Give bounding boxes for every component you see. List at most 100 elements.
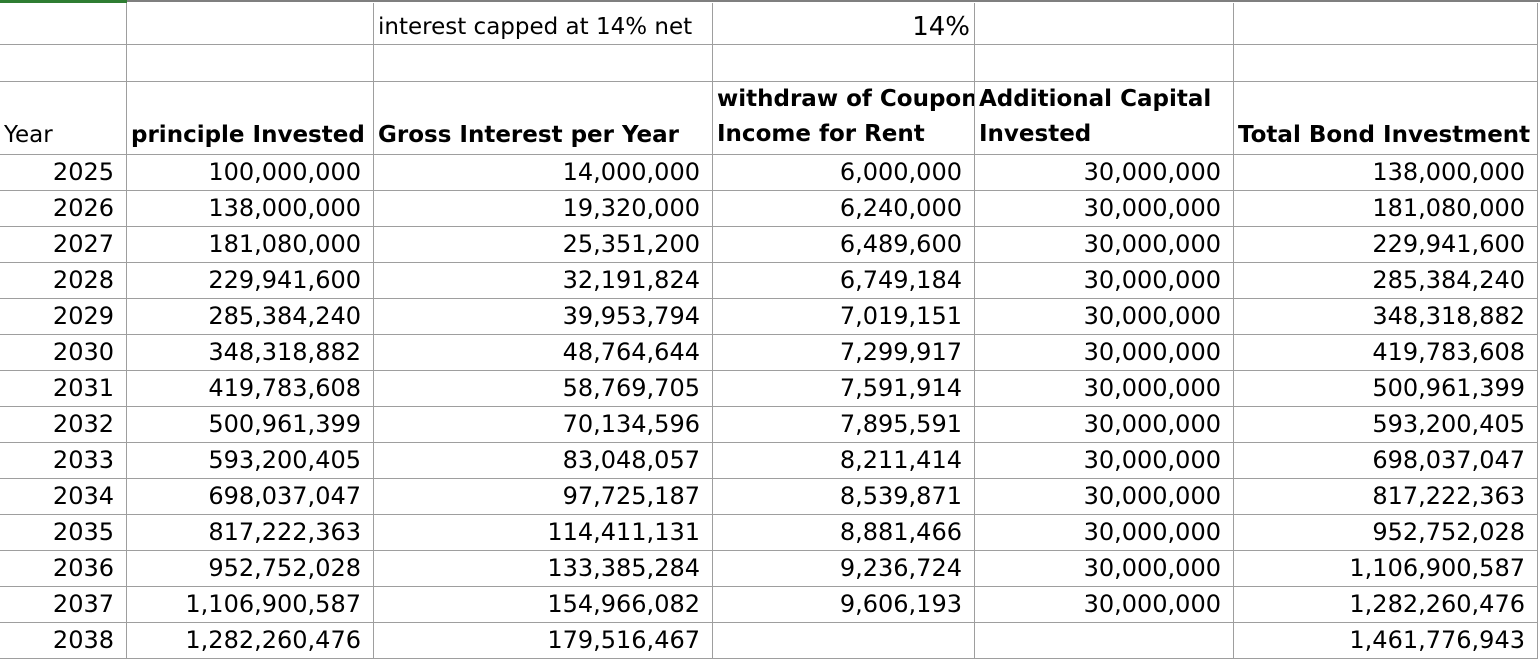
cell-coupon-withdrawal[interactable]: 8,211,414	[713, 443, 975, 479]
cell-gross-interest[interactable]: 133,385,284	[374, 551, 713, 587]
cell-coupon-withdrawal[interactable]: 7,019,151	[713, 299, 975, 335]
cell-total-bond-investment[interactable]: 138,000,000	[1234, 155, 1538, 191]
cell-additional-capital[interactable]: 30,000,000	[975, 227, 1234, 263]
cell-principle-invested[interactable]: 952,752,028	[127, 551, 374, 587]
cell-a2[interactable]	[0, 45, 127, 82]
cell-total-bond-investment[interactable]: 419,783,608	[1234, 335, 1538, 371]
cell-coupon-withdrawal[interactable]: 9,236,724	[713, 551, 975, 587]
cell-coupon-withdrawal[interactable]: 9,606,193	[713, 587, 975, 623]
cell-year[interactable]: 2037	[0, 587, 127, 623]
cell-coupon-withdrawal[interactable]: 7,591,914	[713, 371, 975, 407]
cell-additional-capital[interactable]: 30,000,000	[975, 551, 1234, 587]
cell-total-bond-investment[interactable]: 1,461,776,943	[1234, 623, 1538, 659]
cell-gross-interest[interactable]: 19,320,000	[374, 191, 713, 227]
cell-gross-interest[interactable]: 48,764,644	[374, 335, 713, 371]
cell-additional-capital[interactable]: 30,000,000	[975, 479, 1234, 515]
cell-e2[interactable]	[975, 45, 1234, 82]
cell-total-bond-investment[interactable]: 1,282,260,476	[1234, 587, 1538, 623]
cell-year[interactable]: 2031	[0, 371, 127, 407]
cell-gross-interest[interactable]: 25,351,200	[374, 227, 713, 263]
cell-f1[interactable]	[1234, 3, 1538, 45]
header-total-bond-investment[interactable]: Total Bond Investment	[1234, 82, 1538, 155]
cell-coupon-withdrawal[interactable]: 6,000,000	[713, 155, 975, 191]
cell-additional-capital[interactable]: 30,000,000	[975, 443, 1234, 479]
cell-coupon-withdrawal[interactable]: 8,539,871	[713, 479, 975, 515]
cell-additional-capital[interactable]: 30,000,000	[975, 191, 1234, 227]
cell-gross-interest[interactable]: 97,725,187	[374, 479, 713, 515]
cell-gross-interest[interactable]: 14,000,000	[374, 155, 713, 191]
cell-total-bond-investment[interactable]: 348,318,882	[1234, 299, 1538, 335]
cell-f2[interactable]	[1234, 45, 1538, 82]
cell-principle-invested[interactable]: 419,783,608	[127, 371, 374, 407]
cell-coupon-withdrawal[interactable]: 7,895,591	[713, 407, 975, 443]
cell-additional-capital[interactable]: 30,000,000	[975, 263, 1234, 299]
cell-additional-capital[interactable]: 30,000,000	[975, 407, 1234, 443]
cell-b2[interactable]	[127, 45, 374, 82]
cell-additional-capital[interactable]: 30,000,000	[975, 155, 1234, 191]
header-additional-capital[interactable]: Additional Capital Invested	[975, 82, 1234, 155]
cell-total-bond-investment[interactable]: 952,752,028	[1234, 515, 1538, 551]
cell-total-bond-investment[interactable]: 500,961,399	[1234, 371, 1538, 407]
cell-total-bond-investment[interactable]: 593,200,405	[1234, 407, 1538, 443]
cell-year[interactable]: 2025	[0, 155, 127, 191]
cell-d2[interactable]	[713, 45, 975, 82]
cell-principle-invested[interactable]: 181,080,000	[127, 227, 374, 263]
header-gross-interest[interactable]: Gross Interest per Year	[374, 82, 713, 155]
cell-gross-interest[interactable]: 70,134,596	[374, 407, 713, 443]
cell-total-bond-investment[interactable]: 817,222,363	[1234, 479, 1538, 515]
interest-rate-cell[interactable]: 14%	[713, 3, 975, 45]
cell-year[interactable]: 2030	[0, 335, 127, 371]
cell-year[interactable]: 2027	[0, 227, 127, 263]
cell-principle-invested[interactable]: 817,222,363	[127, 515, 374, 551]
cell-b1[interactable]	[127, 3, 374, 45]
cell-principle-invested[interactable]: 593,200,405	[127, 443, 374, 479]
cell-additional-capital[interactable]	[975, 623, 1234, 659]
cell-year[interactable]: 2028	[0, 263, 127, 299]
cell-additional-capital[interactable]: 30,000,000	[975, 371, 1234, 407]
cell-total-bond-investment[interactable]: 698,037,047	[1234, 443, 1538, 479]
cell-year[interactable]: 2032	[0, 407, 127, 443]
cell-gross-interest[interactable]: 58,769,705	[374, 371, 713, 407]
cell-year[interactable]: 2029	[0, 299, 127, 335]
cell-year[interactable]: 2036	[0, 551, 127, 587]
cell-coupon-withdrawal[interactable]	[713, 623, 975, 659]
cell-total-bond-investment[interactable]: 181,080,000	[1234, 191, 1538, 227]
cell-gross-interest[interactable]: 114,411,131	[374, 515, 713, 551]
cell-coupon-withdrawal[interactable]: 7,299,917	[713, 335, 975, 371]
cell-gross-interest[interactable]: 39,953,794	[374, 299, 713, 335]
cell-principle-invested[interactable]: 1,282,260,476	[127, 623, 374, 659]
cell-coupon-withdrawal[interactable]: 6,749,184	[713, 263, 975, 299]
cell-year[interactable]: 2038	[0, 623, 127, 659]
cell-principle-invested[interactable]: 698,037,047	[127, 479, 374, 515]
header-withdraw-coupon[interactable]: withdraw of Coupon Income for Rent	[713, 82, 975, 155]
cell-year[interactable]: 2033	[0, 443, 127, 479]
cell-gross-interest[interactable]: 154,966,082	[374, 587, 713, 623]
cell-e1[interactable]	[975, 3, 1234, 45]
cell-additional-capital[interactable]: 30,000,000	[975, 587, 1234, 623]
cell-total-bond-investment[interactable]: 1,106,900,587	[1234, 551, 1538, 587]
cell-gross-interest[interactable]: 32,191,824	[374, 263, 713, 299]
cell-principle-invested[interactable]: 229,941,600	[127, 263, 374, 299]
cell-coupon-withdrawal[interactable]: 6,240,000	[713, 191, 975, 227]
cell-principle-invested[interactable]: 500,961,399	[127, 407, 374, 443]
cell-a1[interactable]	[0, 3, 127, 45]
cell-year[interactable]: 2035	[0, 515, 127, 551]
cell-principle-invested[interactable]: 138,000,000	[127, 191, 374, 227]
cell-c2[interactable]	[374, 45, 713, 82]
cell-gross-interest[interactable]: 83,048,057	[374, 443, 713, 479]
cell-total-bond-investment[interactable]: 229,941,600	[1234, 227, 1538, 263]
cell-total-bond-investment[interactable]: 285,384,240	[1234, 263, 1538, 299]
cell-gross-interest[interactable]: 179,516,467	[374, 623, 713, 659]
cell-additional-capital[interactable]: 30,000,000	[975, 335, 1234, 371]
header-year[interactable]: Year	[0, 82, 127, 155]
cell-principle-invested[interactable]: 100,000,000	[127, 155, 374, 191]
interest-cap-note-cell[interactable]: interest capped at 14% net	[374, 3, 713, 45]
cell-principle-invested[interactable]: 285,384,240	[127, 299, 374, 335]
cell-coupon-withdrawal[interactable]: 8,881,466	[713, 515, 975, 551]
cell-additional-capital[interactable]: 30,000,000	[975, 515, 1234, 551]
cell-additional-capital[interactable]: 30,000,000	[975, 299, 1234, 335]
cell-principle-invested[interactable]: 1,106,900,587	[127, 587, 374, 623]
cell-coupon-withdrawal[interactable]: 6,489,600	[713, 227, 975, 263]
cell-principle-invested[interactable]: 348,318,882	[127, 335, 374, 371]
cell-year[interactable]: 2026	[0, 191, 127, 227]
